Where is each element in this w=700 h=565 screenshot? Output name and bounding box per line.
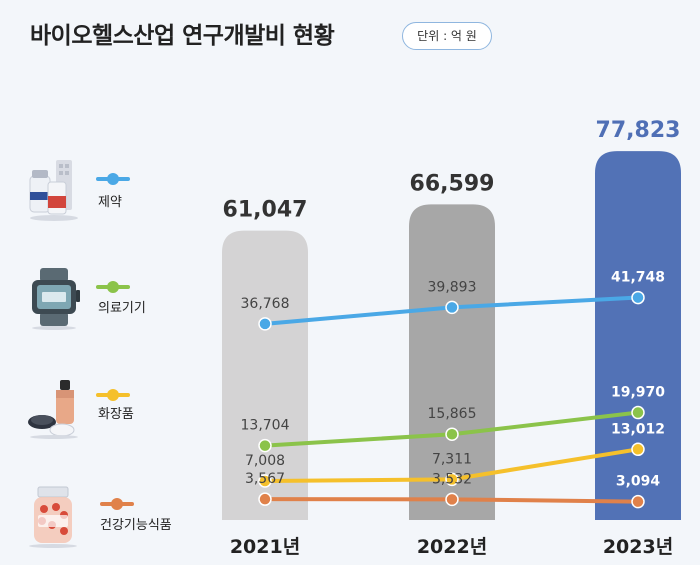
total-bar [409, 204, 495, 520]
cosmetics-icon [28, 380, 78, 439]
data-point [445, 472, 459, 487]
page-title: 바이오헬스산업 연구개발비 현황 [30, 23, 335, 49]
data-point [445, 300, 459, 315]
data-label: 3,532 [432, 471, 472, 487]
total-label: 66,599 [410, 171, 495, 196]
data-point [445, 427, 459, 441]
data-label: 39,893 [428, 279, 477, 295]
medical-device-icon [32, 268, 80, 330]
data-label: 3,567 [245, 471, 285, 487]
data-label: 7,311 [432, 451, 472, 467]
data-label: 13,704 [241, 418, 290, 434]
legend-item-pharma: 제약 [0, 158, 200, 238]
data-point [258, 438, 272, 453]
legend-label: 의료기기 [98, 301, 146, 316]
total-label: 77,823 [596, 118, 681, 143]
data-point [631, 494, 645, 509]
total-label: 61,047 [223, 198, 308, 223]
total-bar [595, 151, 681, 521]
data-label: 13,012 [611, 421, 665, 437]
data-point [631, 442, 645, 457]
data-label: 3,094 [616, 474, 661, 490]
legend-item-cosmetics: 화장품 [0, 376, 200, 456]
x-tick-label: 2023년 [603, 536, 673, 558]
legend-item-medical-device: 의료기기 [0, 266, 200, 346]
data-point [258, 492, 272, 506]
data-label: 36,768 [241, 296, 290, 312]
data-label: 41,748 [611, 270, 665, 286]
data-point [258, 474, 272, 488]
legend-label: 건강기능식품 [100, 518, 172, 533]
total-bar [222, 230, 308, 521]
x-tick-label: 2021년 [230, 536, 300, 558]
data-point [631, 290, 645, 305]
data-label: 19,970 [611, 385, 665, 401]
data-point [258, 317, 272, 331]
data-point [445, 492, 459, 507]
data-label: 7,008 [245, 453, 285, 469]
legend-item-supplement: 건강기능식품 [0, 485, 200, 565]
pharma-bottles-icon [29, 160, 78, 221]
supplement-jar-icon [29, 486, 77, 548]
x-tick-label: 2022년 [417, 536, 487, 558]
legend-label: 제약 [98, 195, 122, 210]
data-label: 15,865 [428, 406, 477, 422]
legend-label: 화장품 [98, 407, 134, 422]
data-point [631, 405, 645, 420]
unit-badge: 단위 : 억 원 [402, 22, 492, 50]
